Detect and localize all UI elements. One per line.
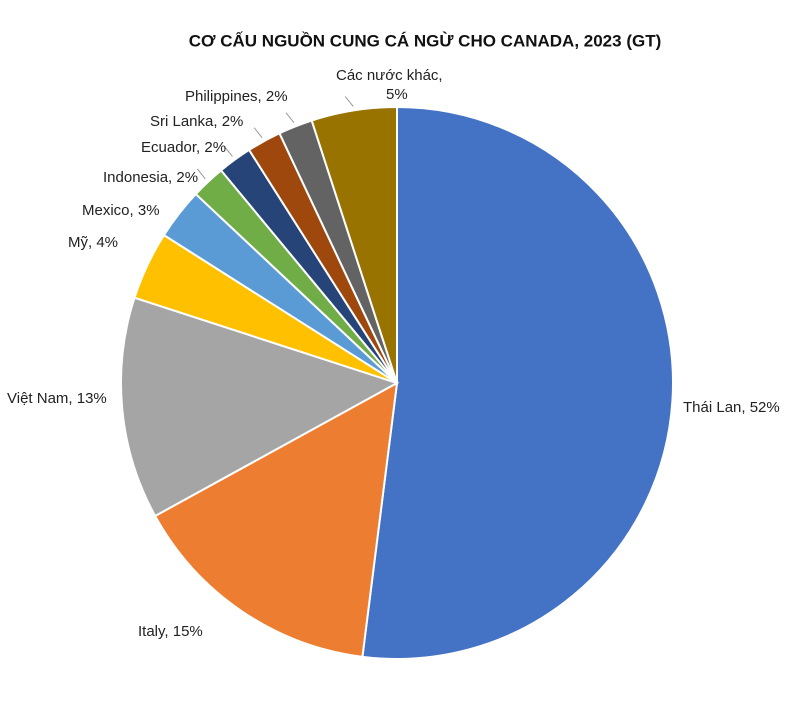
pie-slice: Thái Lan [361, 105, 674, 660]
data-label: Sri Lanka, 2% [150, 113, 243, 130]
pie-slice: Italy [153, 381, 399, 658]
data-label: Italy, 15% [138, 623, 203, 640]
leader-line [224, 146, 233, 157]
data-label: Thái Lan, 52% [683, 399, 780, 416]
leader-line [196, 168, 206, 180]
leader-line [285, 112, 295, 123]
pie-slice: Các nước khác [310, 105, 398, 384]
data-label: Indonesia, 2% [103, 169, 198, 186]
data-label: Ecuador, 2% [141, 139, 226, 156]
data-label: Philippines, 2% [185, 88, 288, 105]
pie-slice: Việt Nam [120, 296, 400, 518]
data-label: Mỹ, 4% [68, 234, 118, 251]
data-label: Các nước khác, 5% [336, 67, 443, 103]
leader-line [253, 127, 263, 138]
data-label: Việt Nam, 13% [7, 390, 107, 407]
chart-title: CƠ CẤU NGUỒN CUNG CÁ NGỪ CHO CANADA, 202… [189, 31, 662, 50]
data-label: Mexico, 3% [82, 202, 160, 219]
leader-line [344, 96, 354, 107]
